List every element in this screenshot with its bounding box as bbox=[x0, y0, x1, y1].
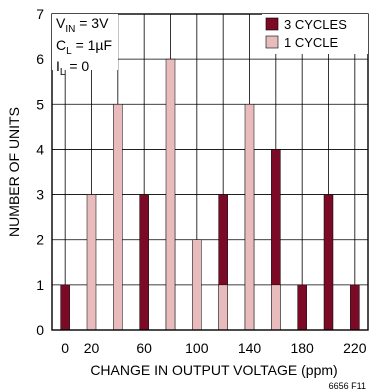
bar-3-cycles-60 bbox=[139, 194, 149, 331]
plot-frame bbox=[51, 13, 369, 331]
y-tick-1: 1 bbox=[36, 277, 44, 293]
y-tick-0: 0 bbox=[36, 322, 44, 338]
bar-1-cycle-20 bbox=[86, 194, 97, 331]
x-tick-180: 180 bbox=[290, 340, 314, 356]
annotation-vin: VIN = 3V bbox=[56, 15, 109, 35]
legend-label-3-cycles: 3 CYCLES bbox=[284, 17, 347, 32]
grid bbox=[52, 14, 368, 330]
x-axis-label: CHANGE IN OUTPUT VOLTAGE (ppm) bbox=[90, 362, 337, 378]
bar-1-cycle-160 bbox=[271, 284, 281, 331]
x-tick-0: 0 bbox=[61, 340, 69, 356]
bar-3-cycles-200 bbox=[323, 194, 334, 331]
annotation-cl: CL = 1µF bbox=[56, 37, 112, 57]
legend-background bbox=[262, 14, 368, 54]
annotation-il: IL = 0 bbox=[56, 58, 89, 78]
plot-border bbox=[51, 13, 369, 331]
bar-3-cycles-220 bbox=[350, 284, 360, 331]
annotation-background bbox=[52, 14, 118, 70]
y-tick-5: 5 bbox=[36, 96, 44, 112]
x-tick-140: 140 bbox=[238, 340, 262, 356]
x-tick-100: 100 bbox=[185, 340, 209, 356]
legend-swatch-3-cycles bbox=[265, 17, 279, 31]
bar-1-cycle-80 bbox=[165, 58, 176, 331]
figure-code: 6656 F11 bbox=[329, 381, 366, 391]
x-tick-labels: 0 20 60 100 140 180 220 bbox=[61, 340, 366, 356]
bar-1-cycle-40 bbox=[113, 104, 123, 331]
legend-swatch-1-cycle bbox=[265, 35, 279, 49]
x-tick-60: 60 bbox=[136, 340, 152, 356]
bar-1-cycle-120 bbox=[218, 284, 228, 331]
legend: 3 CYCLES 1 CYCLE bbox=[262, 14, 368, 54]
legend-label-1-cycle: 1 CYCLE bbox=[284, 35, 339, 50]
y-tick-2: 2 bbox=[36, 232, 44, 248]
y-tick-7: 7 bbox=[36, 6, 44, 22]
y-tick-4: 4 bbox=[36, 141, 44, 157]
y-axis-label: NUMBER OF UNITS bbox=[6, 107, 22, 237]
bar-3-cycles-180 bbox=[297, 284, 307, 331]
x-tick-20: 20 bbox=[84, 340, 100, 356]
bar-1-cycle-100 bbox=[192, 239, 202, 331]
y-tick-3: 3 bbox=[36, 187, 44, 203]
x-tick-220: 220 bbox=[343, 340, 367, 356]
y-tick-labels: 0 1 2 3 4 5 6 7 bbox=[36, 6, 44, 338]
bar-1-cycle-140 bbox=[244, 104, 255, 331]
y-tick-6: 6 bbox=[36, 51, 44, 67]
bar-3-cycles-0 bbox=[60, 284, 70, 331]
